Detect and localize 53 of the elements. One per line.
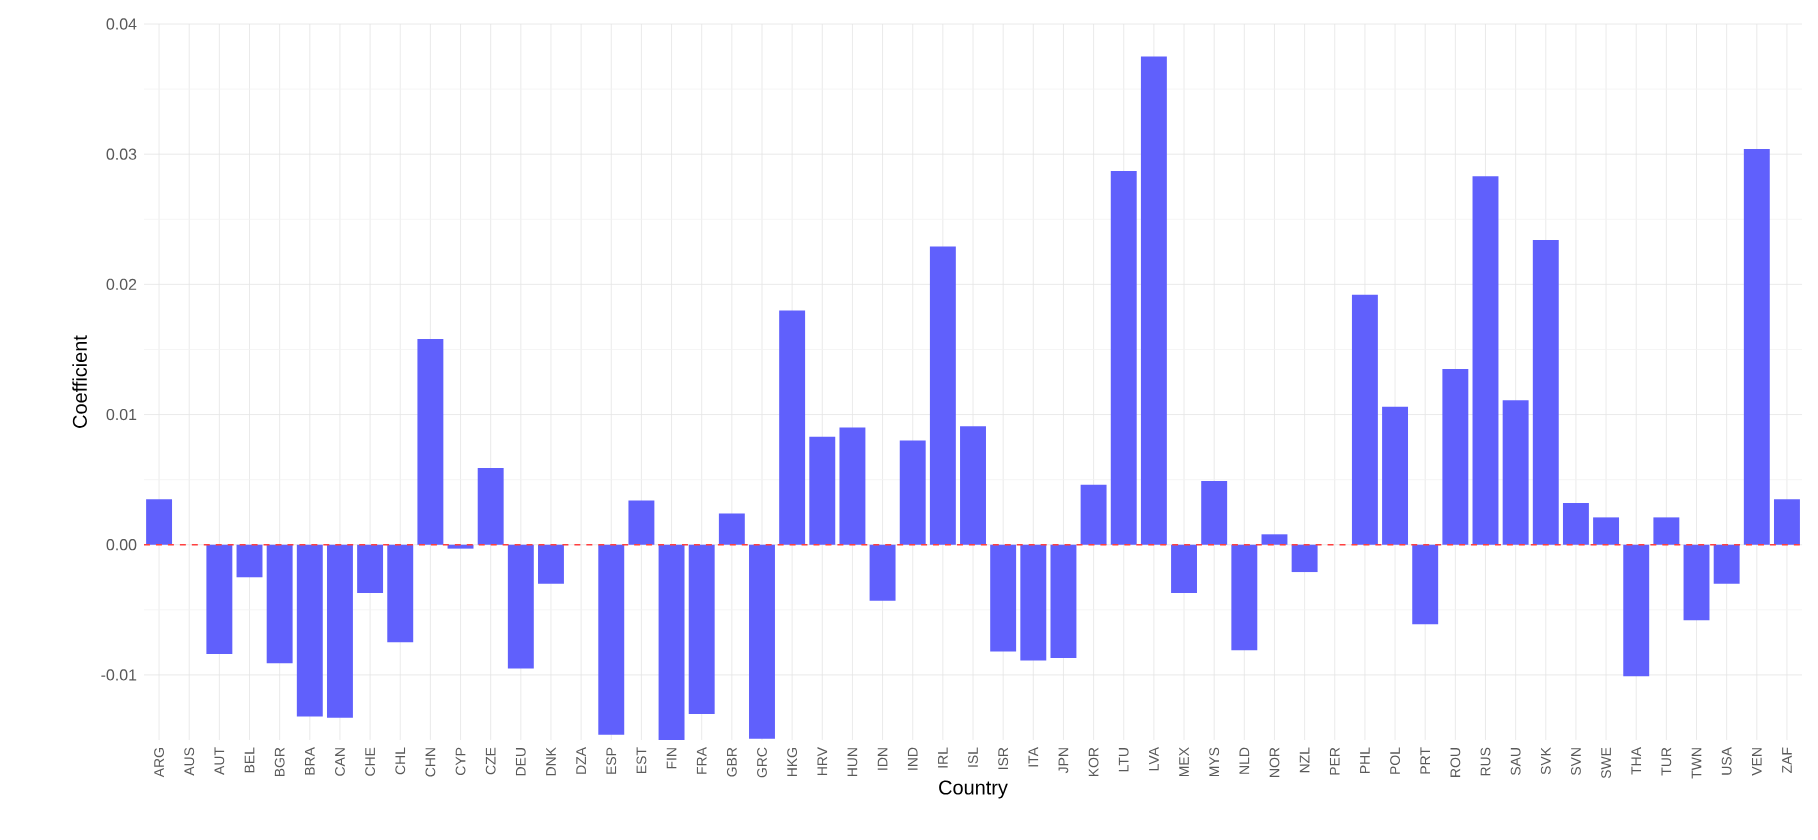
x-axis-title: Country: [939, 780, 1008, 799]
bar: [779, 310, 806, 545]
bar: [1442, 368, 1469, 545]
bar: [1171, 544, 1197, 593]
bar: [1713, 544, 1740, 584]
bar: [1412, 544, 1439, 625]
bar: [1201, 480, 1228, 545]
bar: [1562, 503, 1589, 545]
bar: [1532, 240, 1559, 545]
bar: [598, 544, 625, 735]
bar: [960, 426, 986, 545]
bar: [899, 440, 926, 545]
bar: [1502, 400, 1529, 545]
bar: [326, 544, 353, 718]
bar: [1382, 406, 1409, 545]
bar: [1110, 171, 1137, 545]
bar: [1623, 544, 1650, 677]
bar: [538, 544, 564, 584]
bar: [1472, 176, 1499, 545]
bar: [1291, 544, 1318, 573]
bar: [1020, 544, 1047, 661]
bar: [387, 544, 414, 643]
bar: [839, 427, 866, 545]
bar: [1140, 56, 1167, 545]
bar: [869, 544, 896, 601]
bar: [266, 544, 293, 664]
bar: [477, 467, 504, 545]
bar: [206, 544, 233, 655]
bar: [236, 544, 263, 578]
bar: [507, 544, 534, 669]
bar: [1743, 148, 1770, 545]
bar: [718, 513, 745, 545]
bar: [929, 246, 956, 545]
bar: [1773, 499, 1800, 545]
bar: [1261, 534, 1288, 545]
bar: [357, 544, 384, 593]
bar: [1231, 544, 1258, 651]
bar: [809, 436, 836, 545]
bar: [146, 499, 173, 545]
bar: [990, 544, 1017, 652]
bar: [749, 544, 775, 739]
bar: [417, 339, 444, 545]
bar: [1593, 517, 1620, 545]
bar: [628, 500, 655, 545]
bar: [1351, 294, 1378, 545]
bar: [296, 544, 323, 717]
bar: [1653, 517, 1680, 545]
bar: [1080, 484, 1107, 545]
bar: [1050, 544, 1077, 658]
y-axis-title: Coefficient: [72, 335, 87, 428]
bar: [1683, 544, 1710, 621]
bar: [688, 544, 715, 714]
bar: [658, 544, 685, 740]
